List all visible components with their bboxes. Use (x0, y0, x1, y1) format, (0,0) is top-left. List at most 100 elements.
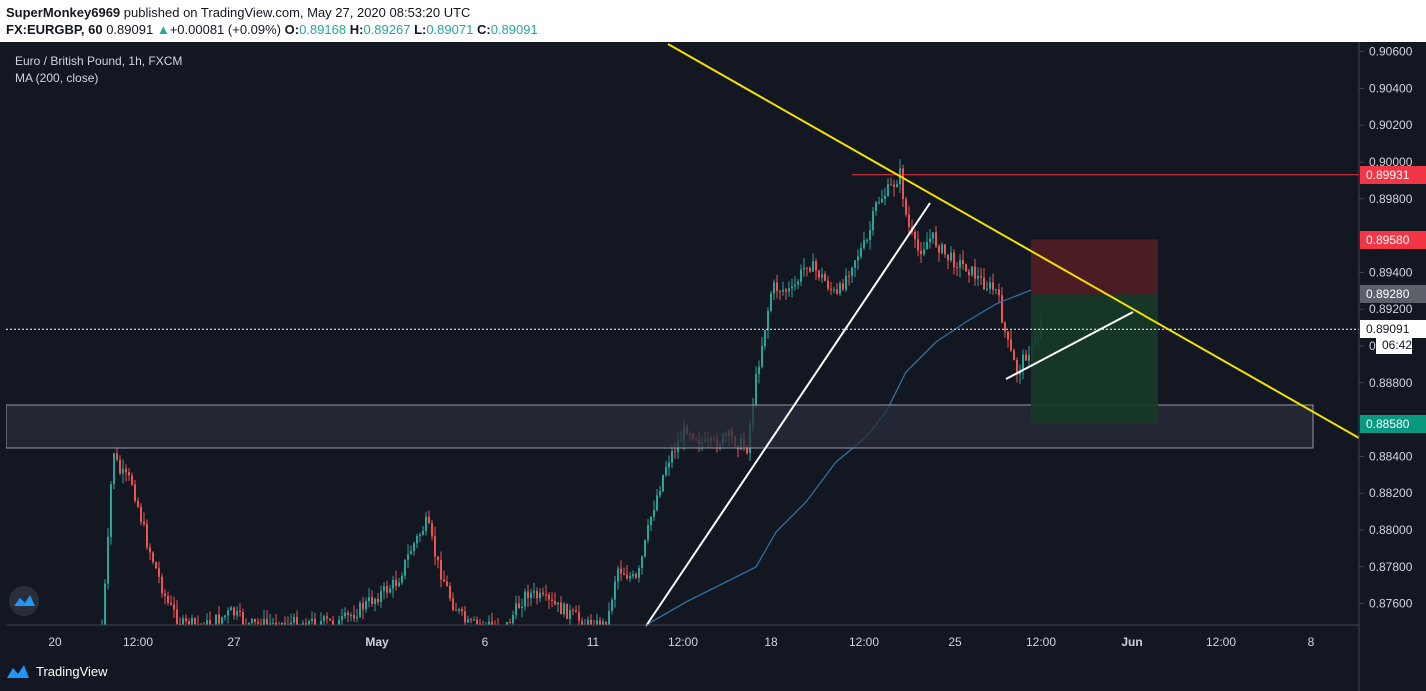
candle-body (1010, 339, 1012, 351)
candle-body (107, 536, 109, 584)
candle-body (617, 568, 619, 582)
candle-body (554, 600, 556, 605)
candle-body (860, 247, 862, 257)
candle-body (140, 506, 142, 522)
stop-loss-zone[interactable] (1031, 239, 1158, 295)
chart-legend: Euro / British Pound, 1h, FXCM MA (200, … (15, 53, 182, 87)
price-tick-label: 0.90400 (1369, 81, 1413, 95)
candle-body (161, 576, 163, 594)
candle-body (542, 592, 544, 595)
candle-body (761, 346, 763, 367)
candle-body (758, 366, 760, 374)
candle-body (665, 467, 667, 476)
candle-body (1001, 295, 1003, 323)
candle-body (257, 621, 259, 624)
tv-watermark-icon[interactable] (9, 586, 39, 616)
candle-body (788, 288, 790, 292)
candle-body (755, 373, 757, 406)
price-tick-label: 0.87600 (1369, 597, 1413, 611)
symbol-label: FX:EURGBP, 60 (6, 22, 103, 37)
time-axis[interactable]: 20 12:00 27 May 6 11 12:00 18 12:00 25 12:00 Jun 12:… (48, 635, 1314, 649)
candle-body (806, 267, 808, 269)
take-profit-zone[interactable] (1031, 294, 1158, 424)
rising-wedge-line[interactable] (1005, 311, 1134, 380)
price-axis[interactable]: 0.906000.904000.902000.900000.898000.896… (1359, 45, 1413, 611)
descending-trendline[interactable] (667, 43, 1360, 439)
candle-body (608, 610, 610, 625)
candle-body (986, 288, 988, 290)
candle-body (641, 556, 643, 569)
candle-body (233, 607, 235, 616)
candle-body (392, 579, 394, 589)
time-tick-label: 18 (764, 635, 778, 649)
price-tick-label: 0.90000 (1369, 155, 1413, 169)
ohlc-line: FX:EURGBP, 60 0.89091 ▲+0.00081 (+0.09%)… (6, 22, 538, 37)
candle-body (983, 277, 985, 290)
candle-body (632, 574, 634, 577)
candle-body (182, 618, 184, 625)
candle-body (413, 543, 415, 551)
candle-body (269, 623, 271, 625)
candle-body (575, 610, 577, 613)
time-tick-label: 12:00 (123, 635, 153, 649)
footer-brand[interactable]: TradingView (6, 663, 108, 679)
candle-body (947, 254, 949, 261)
price-label-box (1360, 285, 1426, 303)
candle-body (548, 594, 550, 600)
price-chart[interactable]: 0.906000.904000.902000.900000.898000.896… (6, 42, 1426, 691)
price-axis-labels: 0.89931 0.89580 0.89280 0.89091 06:42 0.88580 (1360, 166, 1426, 433)
candle-body (671, 451, 673, 463)
candle-body (857, 256, 859, 261)
candle-body (611, 599, 613, 611)
ascending-trendline[interactable] (645, 202, 931, 627)
candle-body (878, 202, 880, 204)
candle-body (905, 199, 907, 215)
candle-body (794, 284, 796, 287)
candle-body (410, 550, 412, 555)
candle-body (461, 609, 463, 612)
candle-body (281, 622, 283, 625)
ma-200-line (645, 289, 1032, 626)
price-tick-label: 0.89200 (1369, 302, 1413, 316)
candle-body (122, 468, 124, 474)
candle-body (842, 283, 844, 290)
candle-body (746, 446, 748, 453)
candle-body (827, 280, 829, 289)
candle-body (896, 184, 898, 188)
candle-body (599, 620, 601, 625)
candle-body (863, 240, 865, 248)
candle-body (425, 516, 427, 531)
candle-body (434, 536, 436, 557)
candle-body (302, 623, 304, 625)
candle-body (308, 621, 310, 625)
candle-body (890, 184, 892, 186)
candle-body (164, 593, 166, 596)
legend-title[interactable]: Euro / British Pound, 1h, FXCM (15, 54, 183, 68)
candle-body (239, 610, 241, 613)
candle-body (998, 289, 1000, 296)
price-tick-label: 0.88800 (1369, 376, 1413, 390)
candle-body (404, 559, 406, 576)
candle-body (965, 263, 967, 272)
candle-body (521, 606, 523, 609)
candle-body (545, 594, 547, 596)
candle-body (455, 609, 457, 611)
candle-body (509, 621, 511, 624)
candle-body (668, 462, 670, 468)
price-label-box (1360, 320, 1426, 338)
candle-body (314, 618, 316, 625)
legend-indicator[interactable]: MA (200, close) (15, 71, 99, 85)
time-tick-label: 27 (227, 635, 241, 649)
candle-body (1025, 354, 1027, 361)
candle-body (830, 288, 832, 290)
candle-body (167, 595, 169, 603)
candle-body (452, 598, 454, 610)
candle-body (365, 601, 367, 610)
author-name[interactable]: SuperMonkey6969 (6, 5, 121, 20)
candle-body (854, 260, 856, 268)
candle-body (236, 610, 238, 616)
candle-body (935, 232, 937, 247)
candle-body (215, 614, 217, 625)
candle-body (926, 242, 928, 250)
close-label: C: (476, 22, 491, 37)
